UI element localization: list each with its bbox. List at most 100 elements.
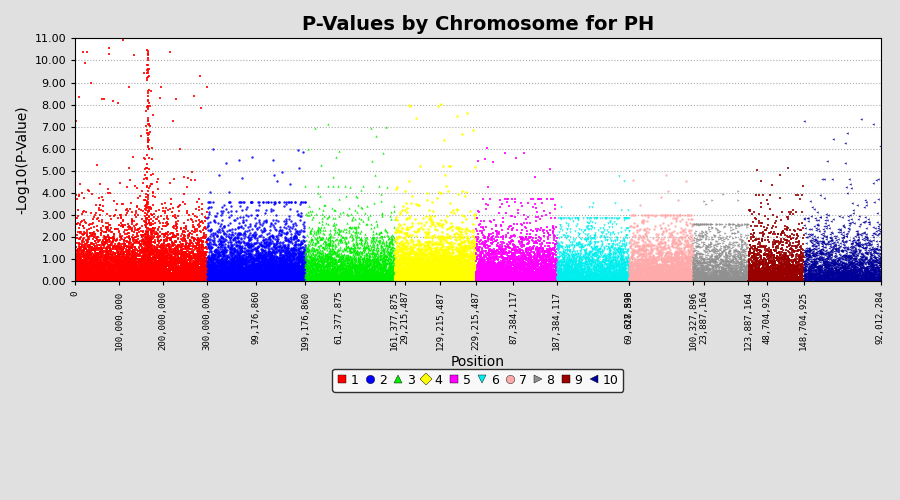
Point [722,260,736,268]
Point [166,276,180,284]
Point [722,263,736,271]
Point [765,276,779,284]
Point [178,254,193,262]
Point [84,268,98,276]
Point [364,242,378,250]
Point [824,267,839,275]
Point [318,271,332,279]
Point [554,271,568,279]
Point [249,260,264,268]
Point [345,268,359,276]
Point [766,262,780,270]
Point [632,268,646,276]
Point [392,276,407,284]
Point [606,254,620,262]
Point [72,242,86,250]
Point [353,272,367,280]
Point [400,276,414,283]
Point [716,276,731,284]
Point [328,278,343,285]
Point [834,274,849,281]
Point [823,230,837,238]
Point [600,268,615,276]
Point [107,264,122,272]
Point [651,253,665,261]
Point [164,274,178,282]
Point [640,266,654,274]
Point [189,269,203,277]
Point [75,277,89,285]
Point [660,271,674,279]
Point [390,274,404,282]
Point [583,258,598,266]
Point [138,262,152,270]
Point [217,268,231,276]
Point [102,260,116,268]
Point [140,199,155,207]
Point [791,254,806,262]
Point [336,270,350,278]
Point [102,250,116,258]
Point [382,272,396,280]
Point [82,262,96,270]
Point [80,271,94,279]
Point [829,260,843,268]
Point [412,272,427,280]
Point [165,274,179,282]
Point [275,253,290,261]
Point [581,256,596,264]
Point [139,273,153,281]
Point [327,272,341,280]
Point [122,244,137,252]
Point [746,268,760,276]
Point [190,257,204,265]
Point [397,270,411,278]
Point [305,244,320,252]
Point [558,272,572,280]
Point [439,260,454,268]
Point [191,246,205,254]
Point [235,258,249,266]
Point [297,278,311,285]
Point [133,254,148,262]
Point [680,266,695,274]
Point [412,270,427,278]
Point [104,273,119,281]
Point [164,272,178,280]
Point [344,224,358,232]
Point [635,274,650,281]
Point [472,275,487,283]
Point [572,258,587,266]
Point [805,230,819,237]
Point [863,272,878,280]
Point [242,236,256,244]
Point [140,234,154,241]
Point [459,216,473,224]
Point [669,275,683,283]
Point [252,252,266,260]
Point [155,200,169,207]
Point [712,260,726,268]
Point [451,268,465,276]
Point [670,252,684,260]
Point [811,270,825,278]
Point [239,266,254,274]
Point [290,254,304,262]
Point [143,268,157,276]
Point [635,276,650,284]
Point [272,228,286,235]
Point [72,240,86,248]
Point [700,274,715,282]
Point [338,225,353,233]
Point [826,257,841,265]
Point [190,198,204,206]
Point [796,277,811,285]
Point [348,261,363,269]
Point [216,268,230,276]
Point [149,277,164,285]
Point [514,236,528,244]
Point [724,276,738,283]
Point [68,276,83,284]
Point [323,232,338,240]
Point [311,260,326,268]
